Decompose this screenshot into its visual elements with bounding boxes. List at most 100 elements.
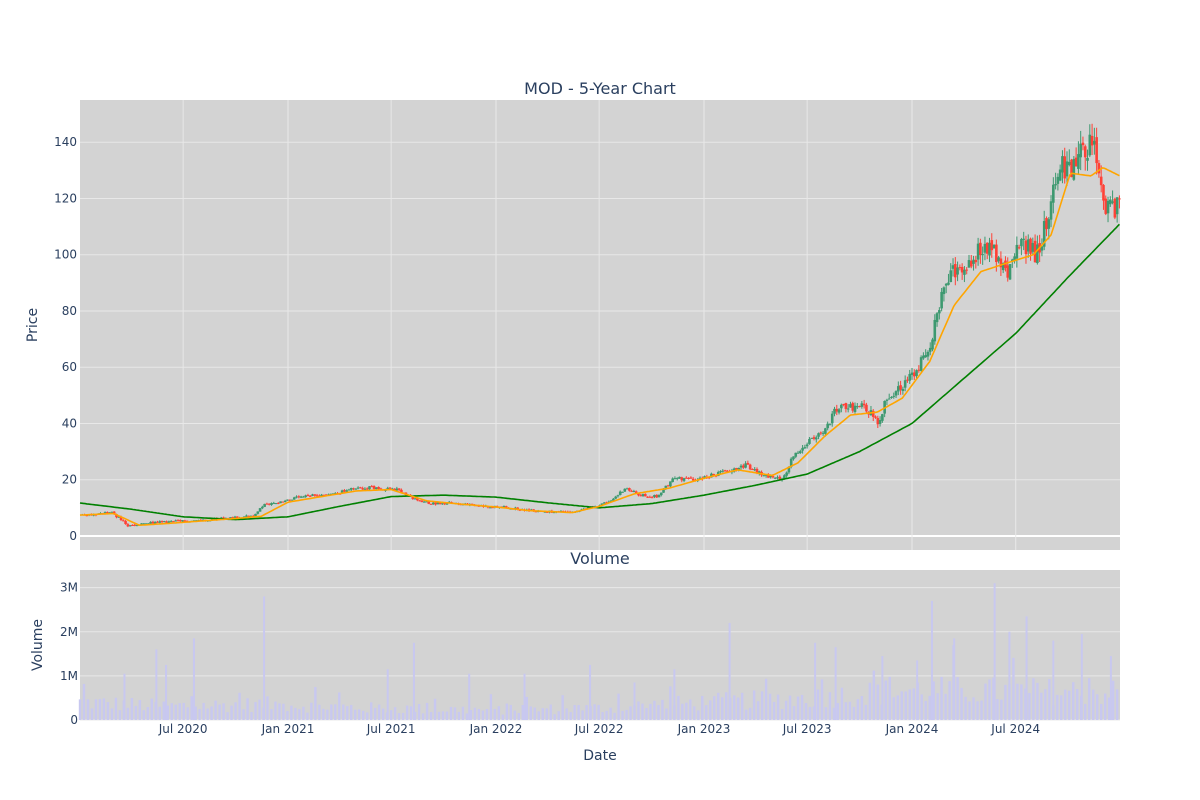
candle-up — [992, 244, 996, 249]
candle-up — [1088, 134, 1092, 156]
candle-down — [958, 267, 962, 269]
candle-down — [1083, 146, 1087, 158]
volume-bar — [445, 711, 449, 720]
ma-short-line — [79, 167, 1120, 527]
volume-bar — [541, 708, 544, 720]
price-y-tick-label: 80 — [62, 304, 77, 318]
volume-bar — [621, 710, 624, 720]
candle-up — [621, 491, 624, 493]
volume-bar — [409, 706, 413, 720]
volume-bar — [493, 708, 497, 720]
volume-bar — [373, 707, 377, 720]
volume-bar — [437, 711, 441, 720]
candle-down — [112, 511, 116, 515]
candle-up — [220, 517, 223, 519]
x-tick-label: Jan 2022 — [469, 722, 523, 736]
candle-up — [169, 521, 173, 523]
volume-bar — [413, 711, 417, 720]
volume-bar — [808, 706, 812, 720]
candle-up — [375, 487, 378, 490]
candle-up — [543, 511, 547, 513]
volume-bar — [358, 709, 361, 720]
candle-up — [163, 521, 166, 523]
volume-bar-spike — [123, 673, 126, 720]
candle-up — [764, 474, 768, 476]
candle-up — [233, 516, 237, 519]
volume-bar — [485, 709, 489, 720]
volume-bar — [294, 707, 297, 720]
volume-bar — [1064, 689, 1067, 720]
volume-bar — [796, 696, 800, 720]
candle-down — [755, 468, 759, 474]
volume-bar-spike — [412, 642, 415, 720]
volume-bar — [557, 711, 560, 720]
volume-bar — [330, 704, 333, 720]
volume-bar — [1032, 678, 1035, 720]
candle-up — [935, 313, 939, 323]
volume-bar-spike — [881, 656, 884, 720]
candle-up — [1022, 238, 1025, 240]
volume-bar-spike — [589, 664, 592, 720]
volume-bar — [1036, 682, 1039, 720]
volume-bar — [310, 702, 313, 720]
candle-up — [144, 523, 148, 525]
candle-down — [912, 372, 916, 377]
candle-down — [297, 496, 301, 498]
candle-up — [785, 472, 788, 476]
candle-up — [117, 516, 121, 518]
volume-bar — [102, 698, 106, 720]
candle-down — [222, 517, 225, 519]
price-y-tick-label: 120 — [54, 191, 77, 205]
candle-down — [862, 403, 866, 406]
candle-up — [817, 433, 820, 437]
price-chart-title: MOD - 5-Year Chart — [524, 79, 676, 98]
volume-bar — [134, 705, 138, 720]
volume-bar — [617, 693, 620, 720]
volume-bar — [1004, 684, 1007, 720]
volume-bar — [725, 692, 728, 720]
candle-down — [639, 495, 643, 497]
candle-up — [390, 488, 394, 490]
candle-up — [840, 404, 843, 409]
volume-bar — [421, 713, 425, 720]
candle-down — [979, 242, 982, 256]
candle-up — [928, 347, 932, 352]
volume-bar-spike — [165, 664, 168, 720]
candle-down — [281, 501, 285, 503]
volume-bar — [429, 712, 433, 720]
candle-down — [646, 496, 649, 498]
candle-down — [630, 490, 633, 492]
volume-bar — [569, 712, 572, 720]
candle-up — [304, 495, 307, 497]
candle-down — [178, 520, 182, 522]
volume-bar — [302, 706, 305, 720]
volume-bar — [166, 705, 169, 720]
candle-up — [757, 471, 761, 474]
volume-bar — [721, 697, 724, 720]
candle-down — [516, 507, 519, 510]
candle-down — [751, 469, 754, 471]
volume-bar — [733, 695, 736, 720]
volume-bar — [298, 709, 301, 720]
volume-bar — [996, 699, 999, 720]
x-tick-label: Jul 2022 — [574, 722, 624, 736]
candle-down — [388, 487, 392, 489]
volume-bar — [609, 707, 612, 720]
volume-bar — [701, 695, 704, 720]
volume-bar — [740, 692, 744, 720]
volume-bar — [597, 704, 600, 720]
volume-bar — [150, 698, 154, 720]
volume-bar — [792, 706, 796, 720]
volume-bar — [258, 699, 261, 720]
volume-bar — [354, 709, 357, 720]
candle-down — [851, 403, 855, 411]
price-y-axis-title: Price — [25, 308, 41, 342]
candle-up — [657, 494, 661, 498]
volume-bar — [130, 698, 134, 720]
candle-up — [258, 508, 262, 512]
volume-bar — [992, 677, 995, 720]
candle-up — [821, 432, 825, 434]
candle-down — [666, 485, 670, 487]
volume-bar — [717, 692, 720, 720]
volume-bar — [210, 706, 213, 720]
